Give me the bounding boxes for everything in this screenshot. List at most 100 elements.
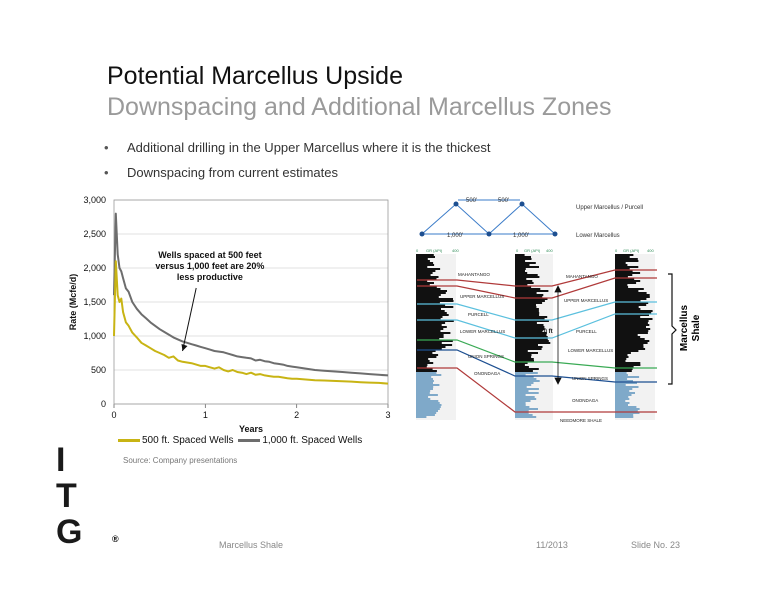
log-trace [416, 398, 431, 400]
log-trace [615, 376, 640, 378]
log-trace [515, 374, 526, 376]
log-trace [416, 348, 442, 350]
log-trace [615, 286, 629, 288]
log-trace [416, 388, 433, 390]
log-trace [515, 304, 536, 306]
log-trace [615, 328, 651, 330]
y-tick-label: 3,000 [83, 195, 106, 205]
formation-label: NEEDMORE SHALE [560, 418, 602, 423]
log-trace [515, 410, 529, 412]
log-trace [416, 362, 434, 364]
legend-label-1000ft: 1,000 ft. Spaced Wells [262, 435, 363, 446]
bracket-label-line2: Shale [691, 314, 702, 341]
log-trace [515, 272, 528, 274]
slide-title: Potential Marcellus Upside [107, 62, 403, 90]
log-trace [515, 364, 525, 366]
chart-legend: 500 ft. Spaced Wells 1,000 ft. Spaced We… [118, 435, 362, 446]
log-trace [416, 340, 453, 342]
log-trace [416, 312, 447, 314]
log-trace [615, 270, 633, 272]
annotation-text: less productive [177, 272, 243, 282]
logo-letter: T [56, 477, 77, 515]
log-trace [615, 296, 650, 298]
log-header-zero: 0 [416, 248, 419, 253]
log-trace [515, 354, 532, 356]
log-trace [416, 332, 451, 334]
x-tick-label: 2 [294, 410, 299, 420]
source-note: Source: Company presentations [123, 456, 238, 465]
log-trace [416, 292, 446, 294]
zone-label-upper: Upper Marcellus / Purcell [576, 205, 643, 211]
footer-date: 11/2013 [536, 540, 568, 550]
log-trace [416, 300, 454, 302]
log-trace [416, 394, 438, 396]
log-trace [515, 264, 530, 266]
log-trace [615, 322, 648, 324]
log-trace [515, 338, 548, 340]
spacing-label: 500' [498, 198, 509, 204]
log-trace [515, 314, 540, 316]
union-springs-line [417, 349, 657, 383]
purcell-line-bottom [417, 313, 657, 339]
log-trace [615, 260, 639, 262]
footer-topic: Marcellus Shale [219, 540, 284, 550]
log-trace [615, 404, 628, 406]
log-trace [416, 258, 428, 260]
log-trace [416, 268, 441, 270]
log-trace [615, 390, 630, 392]
log-trace [615, 392, 635, 394]
log-trace [416, 280, 428, 282]
well-markers [419, 201, 558, 237]
log-trace [416, 254, 434, 256]
series-line-1000ft [113, 212, 389, 377]
log-trace [615, 276, 628, 278]
log-header-zero: 0 [615, 248, 618, 253]
log-trace [615, 400, 626, 402]
log-trace [615, 330, 649, 332]
log-trace [416, 346, 446, 348]
log-trace [515, 378, 537, 380]
well-dot [486, 231, 492, 237]
log-trace [416, 320, 454, 322]
log-trace [416, 360, 430, 362]
log-trace [416, 414, 435, 416]
log-trace [615, 314, 649, 316]
log-trace [416, 390, 431, 392]
log-trace [615, 278, 635, 280]
log-trace [416, 352, 433, 354]
log-trace [615, 388, 633, 390]
annotation-text: Wells spaced at 500 feet [158, 250, 261, 260]
log-trace [615, 416, 634, 418]
log-trace [615, 340, 650, 342]
log-trace [515, 402, 526, 404]
bullet-text: Downspacing from current estimates [127, 165, 338, 180]
formation-label: ONONDAGA [572, 398, 598, 403]
log-trace [515, 342, 551, 344]
well-spacing-schematic [421, 199, 556, 235]
log-trace [416, 282, 434, 284]
log-trace [615, 298, 647, 300]
log-trace [416, 266, 428, 268]
log-trace [416, 412, 437, 414]
thickness-arrow [554, 285, 562, 385]
log-trace [515, 406, 530, 408]
log-header-zero: 0 [516, 248, 519, 253]
log-trace [416, 342, 442, 344]
log-trace [615, 292, 647, 294]
log-trace [416, 400, 439, 402]
log-trace [615, 300, 641, 302]
log-trace [615, 288, 644, 290]
log-trace [416, 370, 437, 372]
log-trace [416, 306, 454, 308]
log-trace [416, 376, 432, 378]
log-trace [416, 298, 453, 300]
log-trace [515, 358, 534, 360]
formation-label: MAHANTANGO [458, 272, 490, 277]
log-trace [615, 324, 650, 326]
x-tick-label: 3 [385, 410, 390, 420]
log-trace [615, 282, 637, 284]
log-trace [515, 336, 548, 338]
x-tick-label: 1 [203, 410, 208, 420]
log-trace [416, 378, 433, 380]
log-trace [515, 376, 534, 378]
